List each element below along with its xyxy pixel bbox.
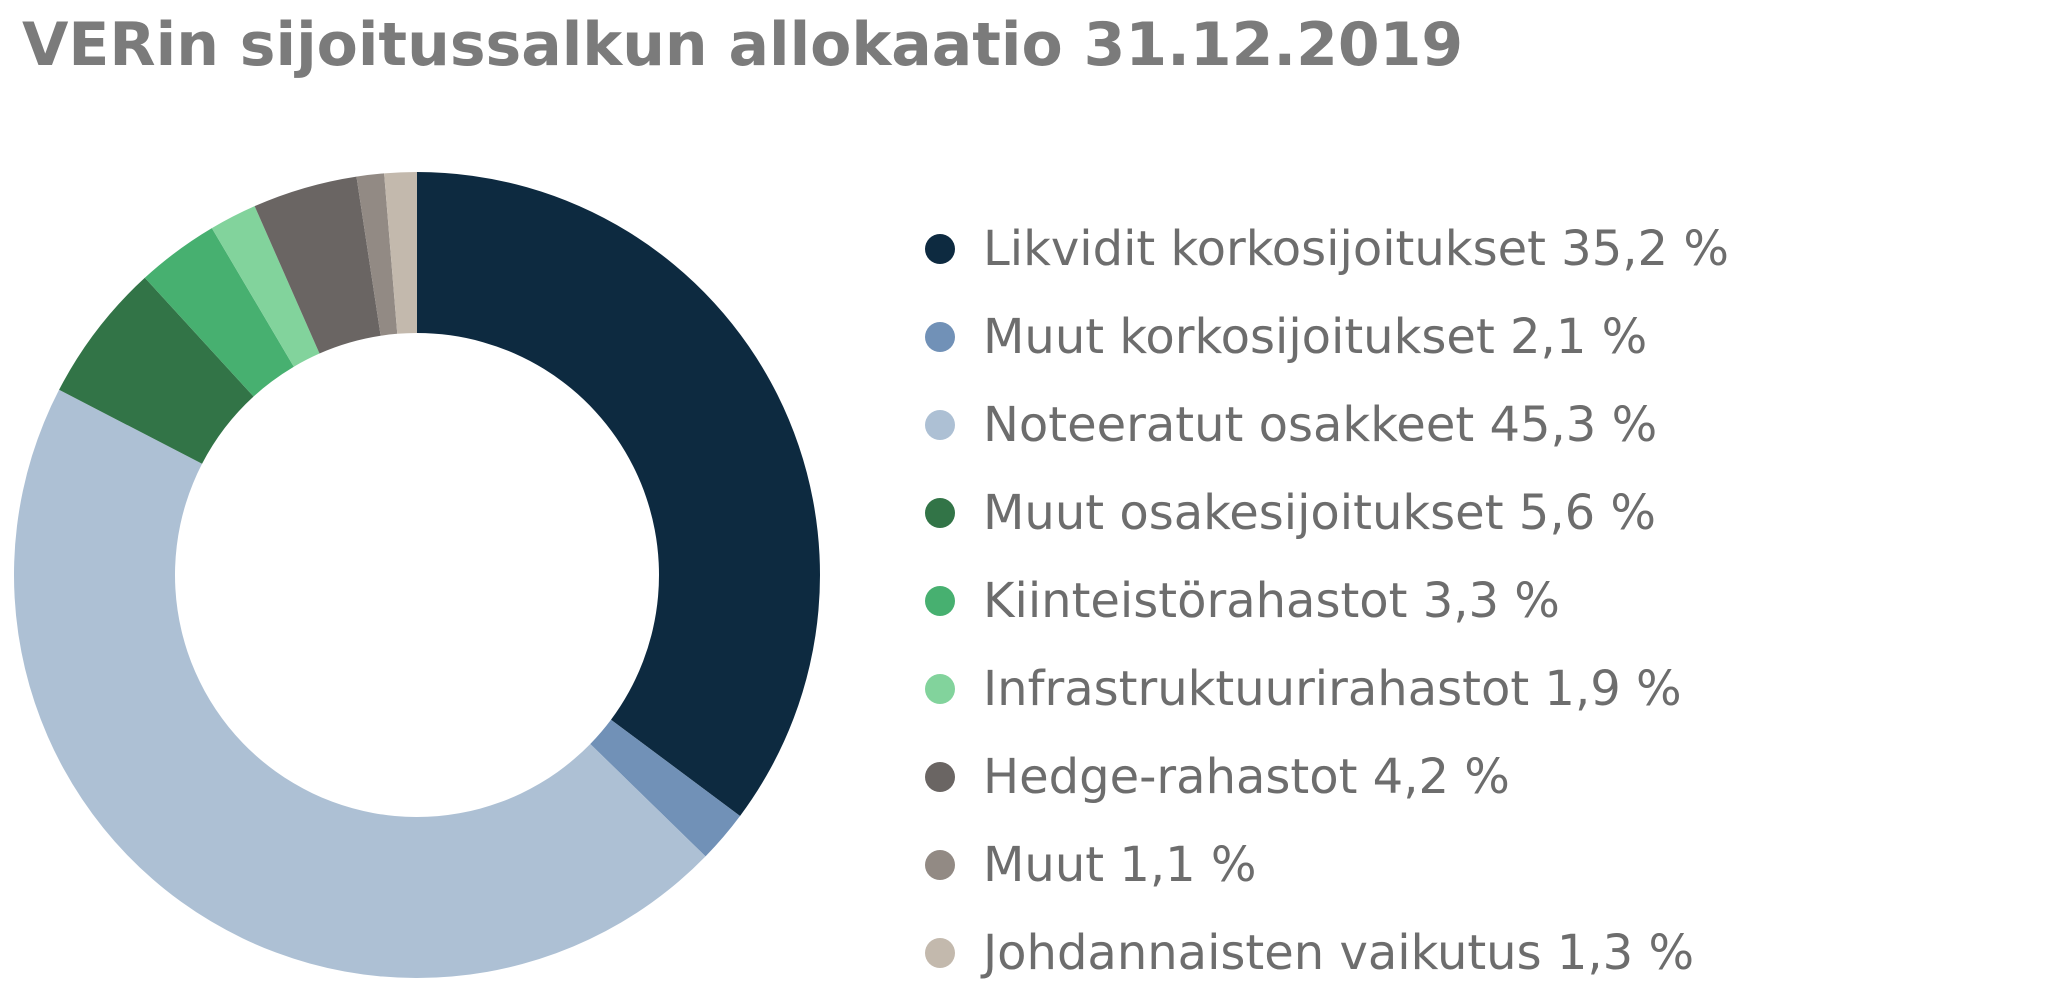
donut-slice-3	[13, 389, 706, 978]
legend-label: Hedge-rahastot 4,2 %	[983, 749, 1510, 805]
donut-slice-7	[254, 176, 381, 354]
legend-label: Johdannaisten vaikutus 1,3 %	[983, 925, 1695, 981]
legend-item-5: Kiinteistörahastot 3,3 %	[925, 557, 1729, 645]
donut-slice-5	[144, 228, 294, 397]
legend-label: Muut 1,1 %	[983, 837, 1257, 893]
legend-swatch-icon	[925, 234, 955, 264]
legend-label: Noteeratut osakkeet 45,3 %	[983, 397, 1658, 453]
donut-slices	[13, 172, 821, 978]
donut-slice-8	[356, 173, 398, 336]
legend-item-9: Johdannaisten vaikutus 1,3 %	[925, 909, 1729, 997]
legend-swatch-icon	[925, 322, 955, 352]
chart-title: VERin sijoitussalkun allokaatio 31.12.20…	[22, 10, 1464, 80]
legend-item-8: Muut 1,1 %	[925, 821, 1729, 909]
donut-slice-9	[384, 172, 417, 334]
legend-label: Muut osakesijoitukset 5,6 %	[983, 485, 1656, 541]
legend-swatch-icon	[925, 586, 955, 616]
donut-slice-6	[211, 206, 320, 367]
donut-chart	[13, 172, 821, 978]
legend-item-2: Muut korkosijoitukset 2,1 %	[925, 293, 1729, 381]
legend-swatch-icon	[925, 410, 955, 440]
legend-swatch-icon	[925, 674, 955, 704]
legend-item-6: Infrastruktuurirahastot 1,9 %	[925, 645, 1729, 733]
chart-legend: Likvidit korkosijoitukset 35,2 % Muut kor…	[925, 205, 1729, 997]
legend-label: Likvidit korkosijoitukset 35,2 %	[983, 221, 1729, 277]
legend-item-7: Hedge-rahastot 4,2 %	[925, 733, 1729, 821]
donut-slice-1	[417, 172, 821, 816]
legend-swatch-icon	[925, 762, 955, 792]
legend-item-4: Muut osakesijoitukset 5,6 %	[925, 469, 1729, 557]
donut-slice-4	[59, 277, 254, 464]
donut-slice-2	[590, 719, 741, 857]
legend-label: Infrastruktuurirahastot 1,9 %	[983, 661, 1682, 717]
legend-label: Kiinteistörahastot 3,3 %	[983, 573, 1560, 629]
legend-swatch-icon	[925, 498, 955, 528]
legend-swatch-icon	[925, 938, 955, 968]
legend-item-3: Noteeratut osakkeet 45,3 %	[925, 381, 1729, 469]
legend-label: Muut korkosijoitukset 2,1 %	[983, 309, 1648, 365]
legend-swatch-icon	[925, 850, 955, 880]
legend-item-1: Likvidit korkosijoitukset 35,2 %	[925, 205, 1729, 293]
